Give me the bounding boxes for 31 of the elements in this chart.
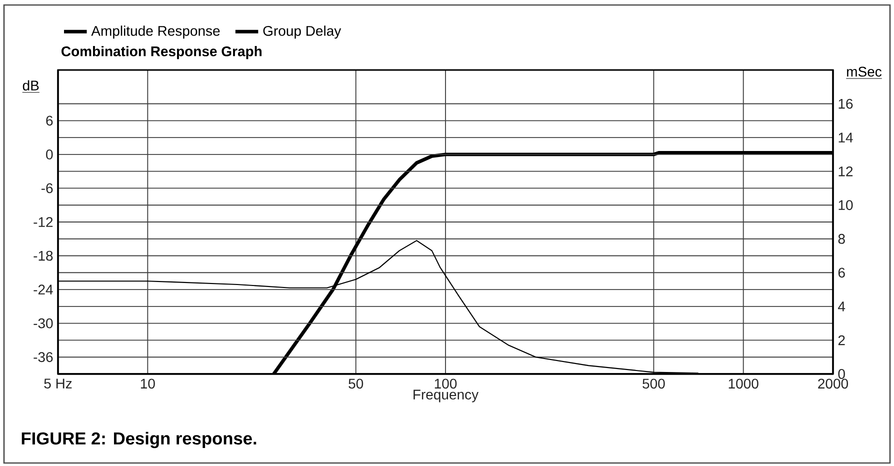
y2-axis-title: mSec — [847, 66, 882, 77]
x-tick-label: 100 — [434, 378, 457, 389]
y2-tick-label: 4 — [838, 302, 846, 312]
y-tick-label: -6 — [41, 183, 53, 194]
x-tick-label: 500 — [642, 378, 665, 389]
chart-title: Combination Response Graph — [62, 46, 262, 60]
x-tick-label: 1000 — [728, 378, 758, 389]
legend-label: Amplitude Response — [91, 26, 220, 39]
y-tick-label: 6 — [46, 116, 53, 126]
y-tick-label: -12 — [34, 217, 53, 227]
legend-label: Group Delay — [263, 26, 342, 39]
x-tick-label: 10 — [140, 378, 155, 389]
y2-tick-label: 2 — [838, 335, 845, 346]
y2-tick-label: 14 — [838, 132, 853, 142]
x-tick-label: 2000 — [818, 378, 848, 389]
x-axis-title: Frequency — [414, 390, 479, 402]
y-tick-label: -36 — [34, 352, 53, 362]
y2-tick-label: 0 — [838, 369, 845, 379]
x-tick-label: 50 — [348, 378, 364, 389]
y2-tick-label: 6 — [838, 268, 845, 278]
y2-tick-label: 12 — [838, 166, 853, 176]
y-tick-label: -18 — [34, 250, 53, 261]
y-tick-label: -24 — [34, 284, 53, 294]
x-tick-label: 5 Hz — [44, 378, 72, 388]
y2-tick-label: 16 — [838, 98, 853, 109]
y2-tick-label: 10 — [838, 200, 853, 210]
y2-tick-label: 8 — [838, 234, 845, 244]
y-tick-label: 0 — [46, 149, 53, 160]
caption: FIGURE 2: Design response. — [22, 432, 256, 448]
y-tick-label: -30 — [34, 318, 53, 328]
y-axis-title: dB — [22, 80, 39, 91]
